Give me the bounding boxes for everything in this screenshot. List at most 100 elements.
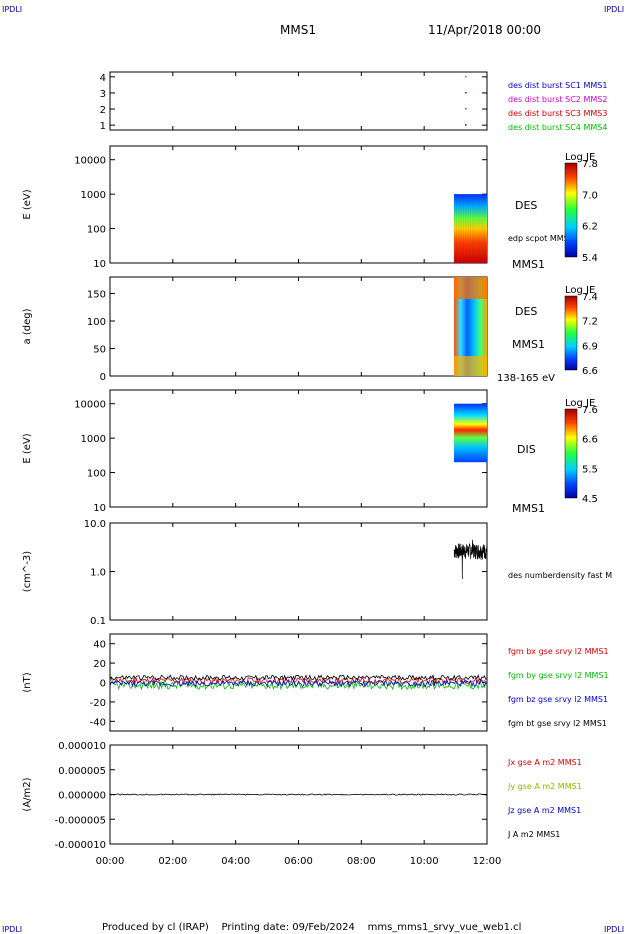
burst-point xyxy=(465,75,467,78)
colorbar-tick-label: 6.6 xyxy=(582,435,598,446)
y-tick-label: 1 xyxy=(100,121,106,132)
spectrogram-band xyxy=(454,277,487,299)
legend-entry: des numberdensity fast M xyxy=(508,571,612,580)
y-tick-label: 10 xyxy=(93,259,106,270)
panel-frame xyxy=(109,522,488,621)
y-tick-label: 1.0 xyxy=(90,568,106,579)
y-tick-label: 2 xyxy=(100,105,106,116)
colorbar-dis-energy xyxy=(564,408,578,499)
x-tick-label: 04:00 xyxy=(221,856,250,867)
y-tick-label: 40 xyxy=(93,640,106,651)
colorbar-des-pitch xyxy=(564,295,578,371)
footer-text: Produced by cl (IRAP) Printing date: 09/… xyxy=(102,922,521,933)
spectrogram-des-energy xyxy=(454,194,487,263)
colorbar-tick-label: 7.6 xyxy=(582,405,598,416)
y-tick-label: 100 xyxy=(87,317,106,328)
y-tick-label: 1000 xyxy=(81,434,106,445)
y-tick-label: -20 xyxy=(90,698,106,709)
y-axis-label: (A/m2) xyxy=(22,777,33,811)
x-tick-label: 12:00 xyxy=(473,856,502,867)
bfield-line xyxy=(109,679,487,688)
colorbar-tick-label: 7.0 xyxy=(582,190,598,201)
page-date: 11/Apr/2018 00:00 xyxy=(428,23,541,37)
x-tick-label: 00:00 xyxy=(96,856,125,867)
panel-frame xyxy=(109,71,488,131)
y-tick-label: 150 xyxy=(87,290,106,301)
y-tick-label: 3 xyxy=(100,89,106,100)
legend-entry: des dist burst SC4 MMS4 xyxy=(508,123,607,132)
y-tick-label: -0.000005 xyxy=(55,815,106,826)
bfield-line xyxy=(109,680,488,691)
y-tick-label: 10000 xyxy=(74,400,106,411)
density-line xyxy=(453,539,488,580)
corner-label-top-right: IPDLI xyxy=(604,5,624,14)
y-tick-label: 50 xyxy=(93,345,106,356)
panel-label: DES xyxy=(515,199,537,212)
y-tick-label: 20 xyxy=(93,659,106,670)
colorbar-tick-label: 6.6 xyxy=(582,366,598,377)
x-tick-label: 06:00 xyxy=(284,856,313,867)
spectrogram-dis-energy xyxy=(454,403,487,463)
panel-label: DES xyxy=(515,305,537,318)
spacecraft-label: MMS1 xyxy=(512,258,545,271)
legend-entry: fgm bz gse srvy l2 MMS1 xyxy=(508,695,608,704)
panel-frame xyxy=(109,276,488,377)
x-tick-label: 10:00 xyxy=(410,856,439,867)
y-tick-label: 4 xyxy=(100,73,106,84)
corner-label-bottom-right: IPDLI xyxy=(604,925,624,934)
y-tick-label: 10000 xyxy=(74,156,106,167)
y-tick-label: -40 xyxy=(90,717,106,728)
spacecraft-label: MMS1 xyxy=(512,338,545,351)
legend-entry: des dist burst SC2 MMS2 xyxy=(508,95,607,104)
y-axis-label: (cm^-3) xyxy=(22,551,33,592)
line-label: edp scpot MMS1 xyxy=(508,234,574,243)
y-tick-label: 0.1 xyxy=(90,616,106,627)
colorbar-tick-label: 6.2 xyxy=(582,222,598,233)
colorbar-title: Log JE xyxy=(565,152,595,163)
y-axis-label: a (deg) xyxy=(22,308,33,344)
y-axis-label: E (eV) xyxy=(22,433,33,463)
colorbar-tick-label: 7.4 xyxy=(582,292,598,303)
y-tick-label: 100 xyxy=(87,225,106,236)
colorbar-tick-label: 7.8 xyxy=(582,159,598,170)
legend-entry: Jy gse A m2 MMS1 xyxy=(507,782,582,791)
y-tick-label: 0.000005 xyxy=(58,766,106,777)
panel-frame xyxy=(109,145,488,264)
legend-entry: Jx gse A m2 MMS1 xyxy=(507,758,582,767)
x-tick-label: 02:00 xyxy=(158,856,187,867)
colorbar-des-energy xyxy=(564,162,578,258)
y-tick-label: -0.000010 xyxy=(55,840,106,851)
legend-entry: Jz gse A m2 MMS1 xyxy=(507,806,581,815)
legend-entry: J A m2 MMS1 xyxy=(507,830,560,839)
y-tick-label: 1000 xyxy=(81,190,106,201)
y-tick-label: 0 xyxy=(100,372,106,383)
burst-point xyxy=(465,108,467,110)
y-tick-label: 0 xyxy=(100,679,106,690)
y-tick-label: 100 xyxy=(87,469,106,480)
y-tick-label: 0.000010 xyxy=(58,741,106,752)
bfield-line xyxy=(109,674,488,682)
colorbar-tick-label: 6.9 xyxy=(582,341,598,352)
panel-label: DIS xyxy=(517,443,536,456)
current-line xyxy=(109,793,488,796)
y-tick-label: 10 xyxy=(93,503,106,514)
colorbar-tick-label: 5.5 xyxy=(582,464,598,475)
legend-entry: des dist burst SC1 MMS1 xyxy=(508,81,607,90)
energy-range-label: 138-165 eV xyxy=(497,373,555,384)
colorbar-tick-label: 5.4 xyxy=(582,253,598,264)
corner-label-bottom-left: IPDLI xyxy=(2,925,22,934)
y-axis-label: (nT) xyxy=(22,672,33,692)
legend-entry: fgm by gse srvy l2 MMS1 xyxy=(508,671,609,680)
colorbar-tick-label: 4.5 xyxy=(582,494,598,505)
colorbar-title: Log JE xyxy=(565,398,595,409)
colorbar-title: Log JE xyxy=(565,285,595,296)
x-tick-label: 08:00 xyxy=(347,856,376,867)
panel-frame xyxy=(109,389,488,508)
spacecraft-label: MMS1 xyxy=(512,502,545,515)
burst-point xyxy=(465,91,467,94)
page-title: MMS1 xyxy=(280,23,316,37)
burst-point xyxy=(465,124,467,126)
legend-entry: des dist burst SC3 MMS3 xyxy=(508,109,607,118)
y-axis-label: E (eV) xyxy=(22,189,33,219)
